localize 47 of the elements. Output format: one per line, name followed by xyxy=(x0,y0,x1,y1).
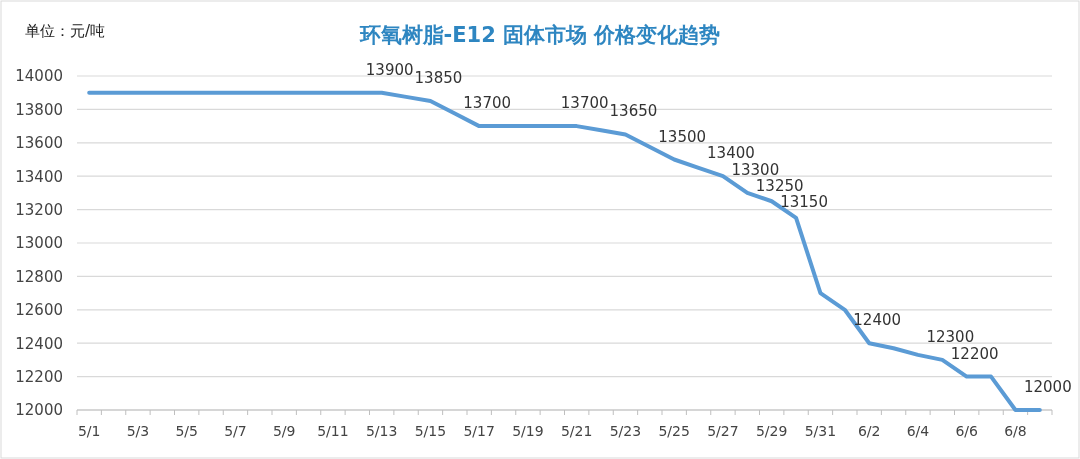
data-label: 12200 xyxy=(950,344,999,363)
x-tick-label: 5/15 xyxy=(414,423,447,439)
data-label: 13700 xyxy=(560,94,609,113)
x-tick-label: 5/23 xyxy=(609,423,642,439)
data-label: 12000 xyxy=(1023,378,1072,396)
y-tick-label: 14000 xyxy=(15,67,63,86)
y-axis-title: 单位：元/吨 xyxy=(25,22,106,40)
data-label: 13500 xyxy=(658,127,707,146)
y-tick-label: 13800 xyxy=(15,100,63,119)
data-label: 13400 xyxy=(707,144,755,163)
x-tick-label: 5/29 xyxy=(755,423,788,439)
x-tick-label: 5/5 xyxy=(175,423,198,439)
x-tick-label: 5/25 xyxy=(658,423,690,439)
y-tick-label: 13000 xyxy=(15,234,63,253)
data-label: 12400 xyxy=(853,311,902,330)
data-label: 13900 xyxy=(365,60,414,79)
x-tick-label: 6/8 xyxy=(1004,423,1027,439)
data-label: 13650 xyxy=(609,102,658,121)
y-tick-label: 13200 xyxy=(15,200,63,219)
x-tick-label: 5/13 xyxy=(365,423,398,439)
x-tick-label: 6/2 xyxy=(857,423,881,439)
y-tick-label: 12000 xyxy=(15,401,63,420)
chart-title: 环氧树脂-E12 固体市场 价格变化趋势 xyxy=(358,23,721,47)
x-tick-label: 5/19 xyxy=(512,423,544,439)
data-label: 13250 xyxy=(755,176,804,195)
x-tick-label: 6/6 xyxy=(955,423,979,439)
x-tick-label: 5/11 xyxy=(317,423,349,439)
data-label: 13700 xyxy=(463,94,512,113)
x-tick-label: 6/4 xyxy=(906,423,930,439)
x-tick-label: 5/21 xyxy=(560,423,593,439)
data-label: 13300 xyxy=(731,160,780,179)
x-tick-label: 5/1 xyxy=(77,423,101,439)
x-tick-label: 5/17 xyxy=(463,423,495,439)
y-tick-label: 12200 xyxy=(15,367,63,386)
data-label: 13150 xyxy=(780,192,828,211)
data-label: 13850 xyxy=(414,69,463,88)
data-label: 12300 xyxy=(926,327,975,346)
x-tick-label: 5/3 xyxy=(126,423,150,439)
y-tick-label: 12800 xyxy=(15,267,63,286)
y-tick-label: 12600 xyxy=(15,301,63,320)
x-tick-label: 5/31 xyxy=(804,423,837,439)
y-tick-label: 13600 xyxy=(15,134,63,153)
x-tick-label: 5/7 xyxy=(224,423,247,439)
x-tick-label: 5/27 xyxy=(707,423,739,439)
x-tick-label: 5/9 xyxy=(272,423,296,439)
y-tick-label: 13400 xyxy=(15,167,63,186)
y-tick-label: 12400 xyxy=(15,334,63,353)
